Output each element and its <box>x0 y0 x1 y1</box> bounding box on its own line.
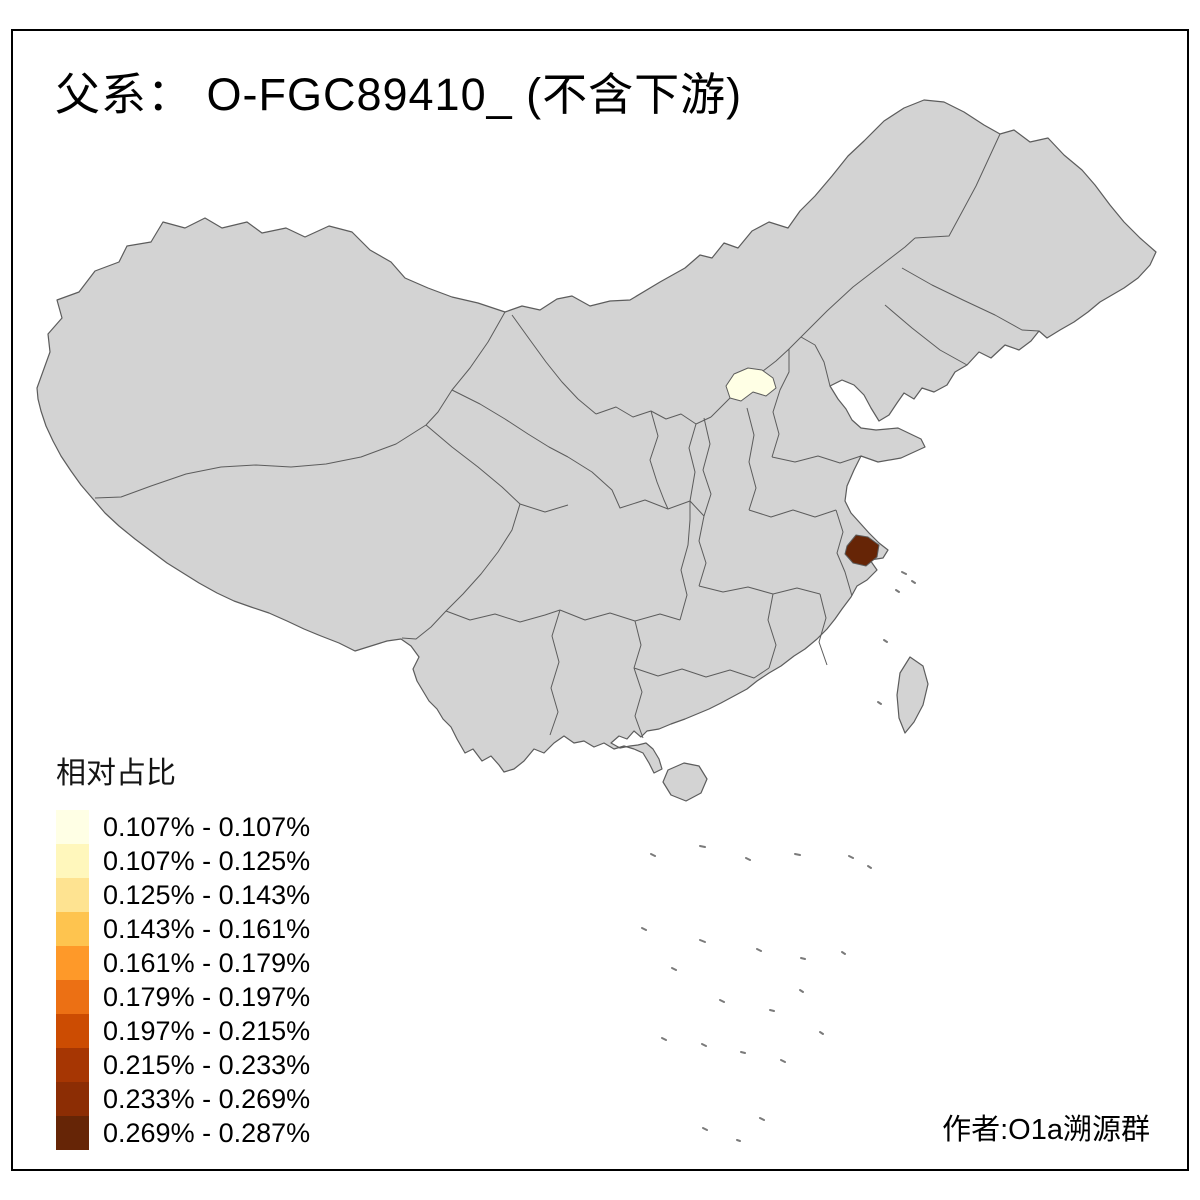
legend-label: 0.143% - 0.161% <box>103 913 311 944</box>
legend-title: 相对占比 <box>56 757 176 790</box>
legend-entry: 0.197% - 0.215% <box>56 1014 310 1048</box>
legend-entry: 0.233% - 0.269% <box>56 1082 310 1116</box>
legend-swatch <box>56 1048 89 1082</box>
legend-swatch <box>56 844 89 878</box>
legend-entry: 0.143% - 0.161% <box>56 912 310 946</box>
legend-label: 0.215% - 0.233% <box>103 1049 311 1080</box>
legend: 相对占比 0.107% - 0.107% 0.107% - 0.125% 0.125… <box>56 748 310 1150</box>
author-credit: 作者:O1a溯源群 <box>942 1114 1150 1146</box>
legend-entry: 0.107% - 0.107% <box>56 810 310 844</box>
legend-label: 0.125% - 0.143% <box>103 879 311 910</box>
legend-entry: 0.269% - 0.287% <box>56 1116 310 1150</box>
taiwan-island <box>896 656 929 734</box>
legend-entry: 0.125% - 0.143% <box>56 878 310 912</box>
highlight-region-east <box>844 534 880 567</box>
highlight-region-north <box>725 367 777 402</box>
legend-label: 0.197% - 0.215% <box>103 1015 311 1046</box>
legend-swatch <box>56 1116 89 1150</box>
legend-label: 0.233% - 0.269% <box>103 1083 311 1114</box>
legend-entries: 0.107% - 0.107% 0.107% - 0.125% 0.125% - 0… <box>56 810 310 1150</box>
province-boundaries <box>94 133 1040 739</box>
legend-label: 0.107% - 0.107% <box>103 811 311 842</box>
legend-swatch <box>56 1014 89 1048</box>
legend-swatch <box>56 980 89 1014</box>
legend-label: 0.161% - 0.179% <box>103 947 311 978</box>
legend-entry: 0.179% - 0.197% <box>56 980 310 1014</box>
map-title: 父系： O-FGC89410_ (不含下游) <box>55 69 743 120</box>
mainland-china <box>36 99 1157 774</box>
legend-swatch <box>56 946 89 980</box>
legend-label: 0.107% - 0.125% <box>103 845 311 876</box>
legend-swatch <box>56 878 89 912</box>
legend-entry: 0.161% - 0.179% <box>56 946 310 980</box>
hainan-island <box>662 762 708 802</box>
legend-swatch <box>56 912 89 946</box>
south-china-sea-islets <box>641 571 916 1142</box>
legend-entry: 0.107% - 0.125% <box>56 844 310 878</box>
legend-label: 0.179% - 0.197% <box>103 981 311 1012</box>
legend-label: 0.269% - 0.287% <box>103 1117 311 1148</box>
legend-swatch <box>56 810 89 844</box>
legend-swatch <box>56 1082 89 1116</box>
legend-entry: 0.215% - 0.233% <box>56 1048 310 1082</box>
